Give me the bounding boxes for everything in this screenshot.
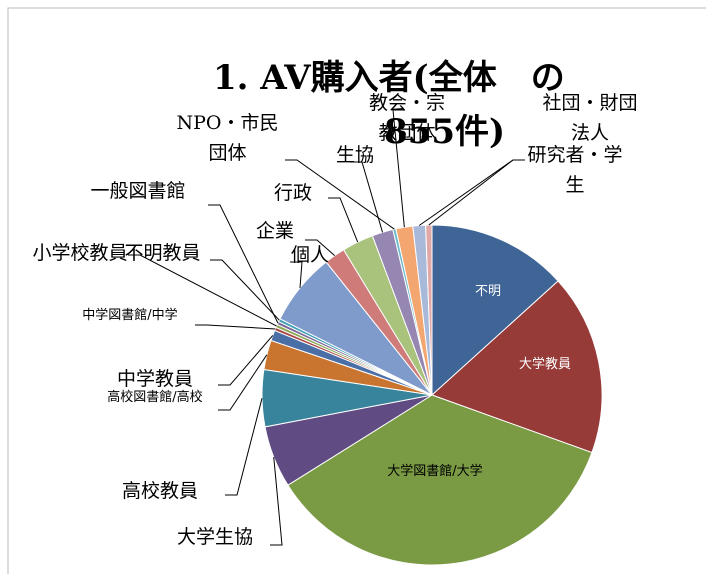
leader-line	[328, 197, 359, 243]
leader-line	[270, 457, 283, 546]
leader-line	[392, 109, 405, 228]
pie-slice	[431, 280, 603, 454]
pie-slice	[431, 224, 559, 397]
slice-label: 高校図書館/高校	[107, 390, 203, 405]
slice-label: 企業	[255, 220, 294, 242]
slice-label: 不明教員	[124, 242, 201, 264]
slice-label: 中学教員	[116, 368, 193, 390]
slice-label: 大学生協	[176, 526, 253, 548]
leader-line	[350, 161, 384, 233]
slice-label: 一般図書館	[90, 180, 186, 202]
leader-line	[225, 398, 263, 496]
leader-line	[218, 354, 268, 411]
slice-label: 大学教員	[518, 357, 571, 372]
slice-label: 高校教員	[121, 480, 198, 502]
leader-line	[210, 259, 280, 321]
slice-label: 個人	[290, 244, 329, 266]
slice-label: 中学図書館/中学	[82, 308, 178, 323]
chart-title: 1. AV購入者(全体 の	[213, 58, 565, 98]
pie-slice	[287, 394, 593, 566]
slice-label: 教会・宗教団体	[368, 92, 445, 144]
leader-line	[428, 159, 525, 226]
leader-line	[418, 159, 525, 226]
slice-label: 小学校教員	[32, 242, 128, 264]
slice-label: 社団・財団法人	[542, 92, 638, 144]
leader-line	[128, 254, 277, 327]
slice-label: 不明	[474, 284, 501, 299]
chart-title: 855件)	[384, 112, 506, 152]
slice-label: 生協	[335, 144, 374, 166]
slice-label: 研究者・学生	[527, 144, 623, 196]
leader-line	[195, 324, 276, 330]
leader-line	[208, 204, 279, 324]
leader-line	[305, 239, 336, 256]
leader-line	[218, 335, 274, 386]
slice-label: NPO・市民団体	[176, 112, 279, 164]
leader-line	[290, 261, 303, 288]
slice-label: 行政	[273, 182, 312, 204]
slice-label: 大学図書館/大学	[387, 464, 483, 479]
chart-frame	[7, 7, 706, 574]
leader-line	[285, 159, 395, 230]
